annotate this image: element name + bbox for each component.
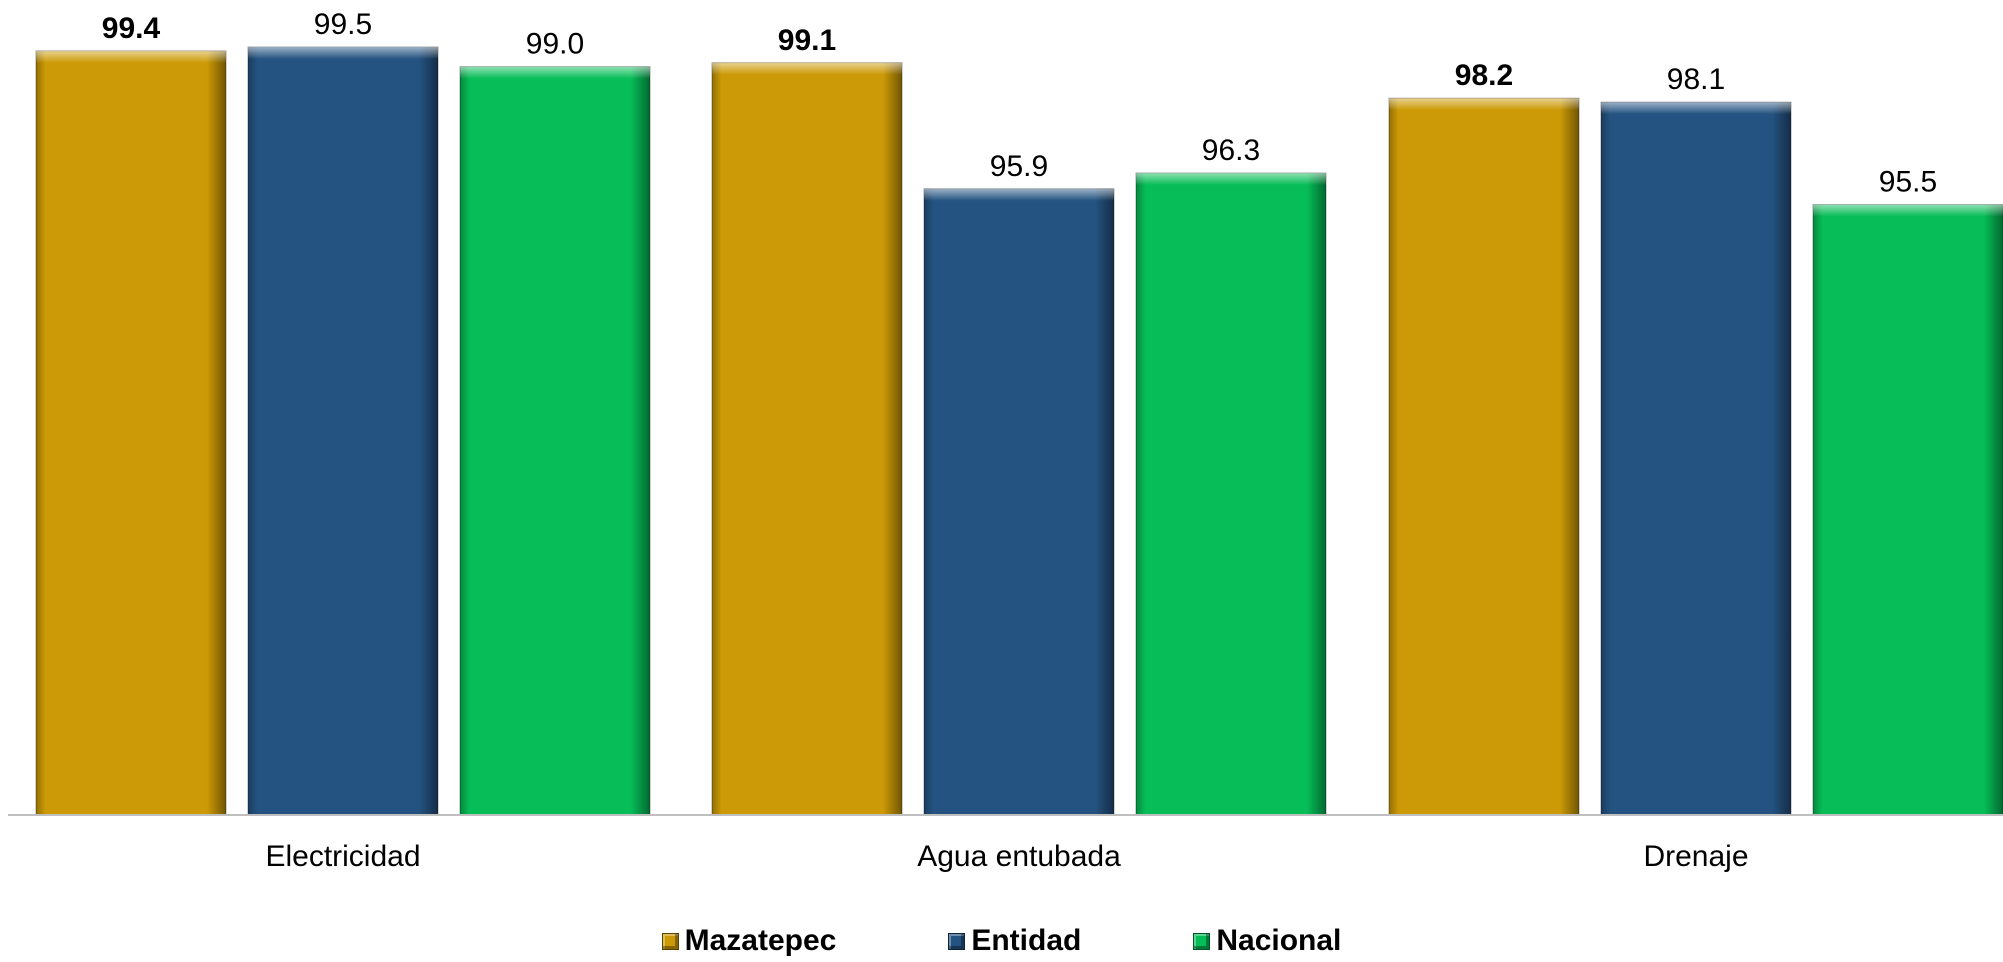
value-label-drenaje-nacional: 95.5 [1879, 166, 1937, 199]
value-label-agua-entubada-nacional: 96.3 [1202, 134, 1260, 167]
value-label-electricidad-entidad: 99.5 [314, 8, 372, 41]
legend-label-mazatepec: Mazatepec [684, 924, 837, 957]
value-label-electricidad-nacional: 99.0 [526, 28, 584, 61]
x-tick-label-drenaje: Drenaje [1643, 840, 1748, 873]
legend-swatch-nacional [1193, 932, 1211, 950]
value-label-drenaje-entidad: 98.1 [1667, 63, 1725, 96]
value-label-drenaje-mazatepec: 98.2 [1455, 59, 1513, 92]
bar-drenaje-nacional [1812, 204, 2003, 816]
legend-label-nacional: Nacional [1216, 924, 1342, 957]
bar-electricidad-mazatepec [35, 50, 227, 816]
value-label-agua-entubada-mazatepec: 99.1 [778, 24, 836, 57]
bar-drenaje-entidad [1600, 101, 1792, 816]
bar-agua-entubada-nacional [1135, 172, 1327, 816]
legend-item-entidad: Entidad [948, 926, 1081, 956]
bar-agua-entubada-entidad [923, 188, 1115, 816]
bar-electricidad-nacional [459, 66, 651, 816]
x-tick-label-electricidad: Electricidad [265, 840, 420, 873]
bars-layer [35, 46, 2003, 816]
legend: Mazatepec Entidad Nacional [0, 920, 2003, 962]
value-label-agua-entubada-entidad: 95.9 [990, 150, 1048, 183]
bar-electricidad-entidad [247, 46, 439, 816]
legend-swatch-entidad [948, 932, 966, 950]
bar-drenaje-mazatepec [1388, 97, 1580, 816]
bar-chart: 99.4 99.5 99.0 Electricidad 99.1 95.9 96.3 Agua… [8, 8, 2003, 873]
legend-item-mazatepec: Mazatepec [661, 924, 837, 957]
labels-layer: 99.4 99.5 99.0 Electricidad 99.1 95.9 96.3 Agua… [102, 8, 1937, 873]
legend-swatch-mazatepec [661, 932, 679, 950]
legend-item-nacional: Nacional [1193, 926, 1341, 956]
value-label-electricidad-mazatepec: 99.4 [102, 12, 161, 45]
bar-agua-entubada-mazatepec [711, 62, 903, 816]
x-tick-label-agua-entubada: Agua entubada [917, 840, 1121, 873]
legend-label-entidad: Entidad [971, 924, 1082, 957]
